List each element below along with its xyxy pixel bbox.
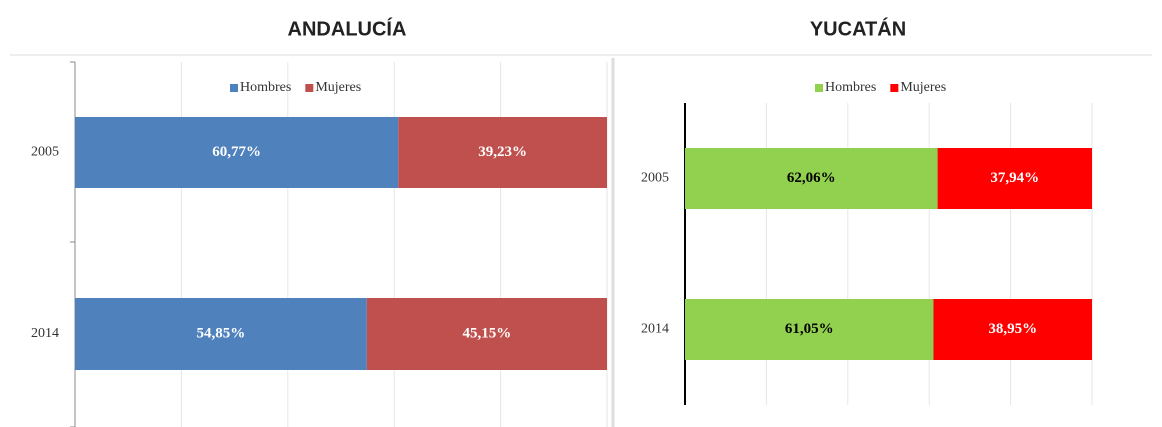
y-tick-label: 2014 <box>31 326 59 341</box>
bar-value-label: 45,15% <box>463 325 512 341</box>
bar-value-label: 39,23% <box>478 144 527 160</box>
bar-value-label: 60,77% <box>212 144 261 160</box>
bar-segment <box>398 117 607 188</box>
bar-value-label: 62,06% <box>787 170 836 186</box>
bar-segment <box>937 148 1092 209</box>
bar-value-label: 37,94% <box>990 170 1039 186</box>
legend-swatch <box>230 84 238 92</box>
y-tick-label: 2014 <box>641 322 669 337</box>
y-tick-label: 2005 <box>31 145 59 160</box>
chart-title: ANDALUCÍA <box>288 17 407 40</box>
chart-title: YUCATÁN <box>810 17 906 40</box>
legend-swatch <box>305 84 314 92</box>
legend-label: Hombres <box>825 80 876 95</box>
bar-value-label: 61,05% <box>785 321 834 337</box>
legend-swatch <box>815 84 823 92</box>
bar-segment <box>685 148 938 209</box>
bar-segment <box>366 298 607 370</box>
bar-segment <box>933 299 1092 360</box>
legend-swatch <box>890 84 899 92</box>
bar-segment <box>75 117 399 188</box>
y-tick-label: 2005 <box>641 171 669 186</box>
bar-segment <box>75 298 367 370</box>
bar-value-label: 38,95% <box>988 321 1037 337</box>
legend-label: Hombres <box>240 80 291 95</box>
legend-label: Mujeres <box>315 80 361 95</box>
bar-value-label: 54,85% <box>197 325 246 341</box>
bar-segment <box>685 299 934 360</box>
legend-label: Mujeres <box>900 80 946 95</box>
